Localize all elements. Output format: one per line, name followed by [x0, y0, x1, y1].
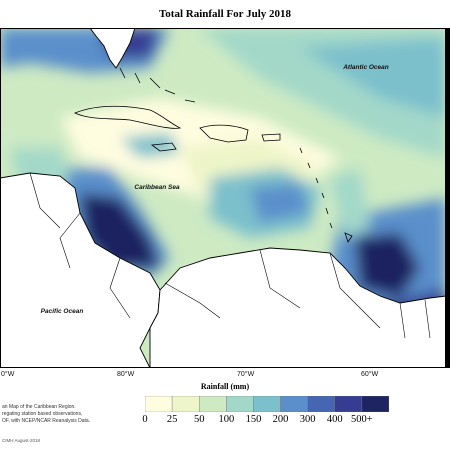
islands-lesser-antilles [299, 147, 333, 229]
land-south-america [149, 247, 446, 368]
caption-line-2: regating station based observations, [2, 411, 83, 417]
islands [73, 67, 353, 243]
credit-text: CIMH August-2018 [2, 438, 41, 443]
country-borders [29, 172, 431, 339]
label-atlantic-ocean: Atlantic Ocean [342, 64, 389, 71]
land-central-america [0, 172, 161, 368]
island-jamaica [150, 142, 177, 152]
lon-label-70w: 70°W [237, 371, 255, 378]
caption-line-1: an Map of the Caribbean Region. [2, 404, 76, 410]
colorbar-title: Rainfall (mm) [200, 382, 250, 391]
colorbar-tick-label: 400 [326, 414, 343, 425]
colorbar-tick-label: 0 [142, 414, 148, 425]
colorbar-swatch [334, 396, 363, 412]
colorbar-tick-label: 200 [272, 414, 289, 425]
map-frame [0, 28, 446, 368]
island-trinidad [344, 232, 353, 243]
island-hispaniola [199, 124, 249, 143]
colorbar-swatch [145, 396, 173, 412]
colorbar-tick-label: 100 [218, 414, 235, 425]
island-puerto-rico [261, 133, 281, 142]
rainfall-map: Atlantic Ocean Caribbean Sea Pacific Oce… [0, 28, 446, 368]
label-pacific-ocean: Pacific Ocean [41, 308, 84, 315]
colorbar-swatch [361, 396, 389, 412]
colorbar-tick-label: 300 [299, 414, 316, 425]
colorbar-tick-label: 50 [193, 414, 205, 425]
colorbar-swatch [171, 396, 200, 412]
label-caribbean-sea: Caribbean Sea [134, 184, 180, 191]
lon-label-80w: 80°W [117, 371, 135, 378]
island-cuba [73, 105, 182, 129]
lon-label-60w: 60°W [361, 371, 379, 378]
colorbar-swatch [253, 396, 281, 412]
islands-bahamas [119, 67, 196, 103]
colorbar-tick-label: 500+ [351, 414, 373, 425]
land-florida [89, 28, 136, 69]
colorbar-tick-label: 150 [245, 414, 262, 425]
colorbar-swatch [226, 396, 254, 412]
colorbar-swatch [199, 396, 227, 412]
caption-line-3: OF, with NCEP/NCAR Reanalysis Data. [2, 418, 91, 424]
colorbar-tick-label: 25 [166, 414, 178, 425]
map-right-edge [446, 28, 450, 368]
colorbar [145, 396, 389, 412]
map-title: Total Rainfall For July 2018 [158, 8, 292, 20]
colorbar-swatch [307, 396, 335, 412]
colorbar-swatch [280, 396, 308, 412]
land-masses [0, 28, 446, 368]
lon-label-90w: 0°W [1, 371, 15, 378]
